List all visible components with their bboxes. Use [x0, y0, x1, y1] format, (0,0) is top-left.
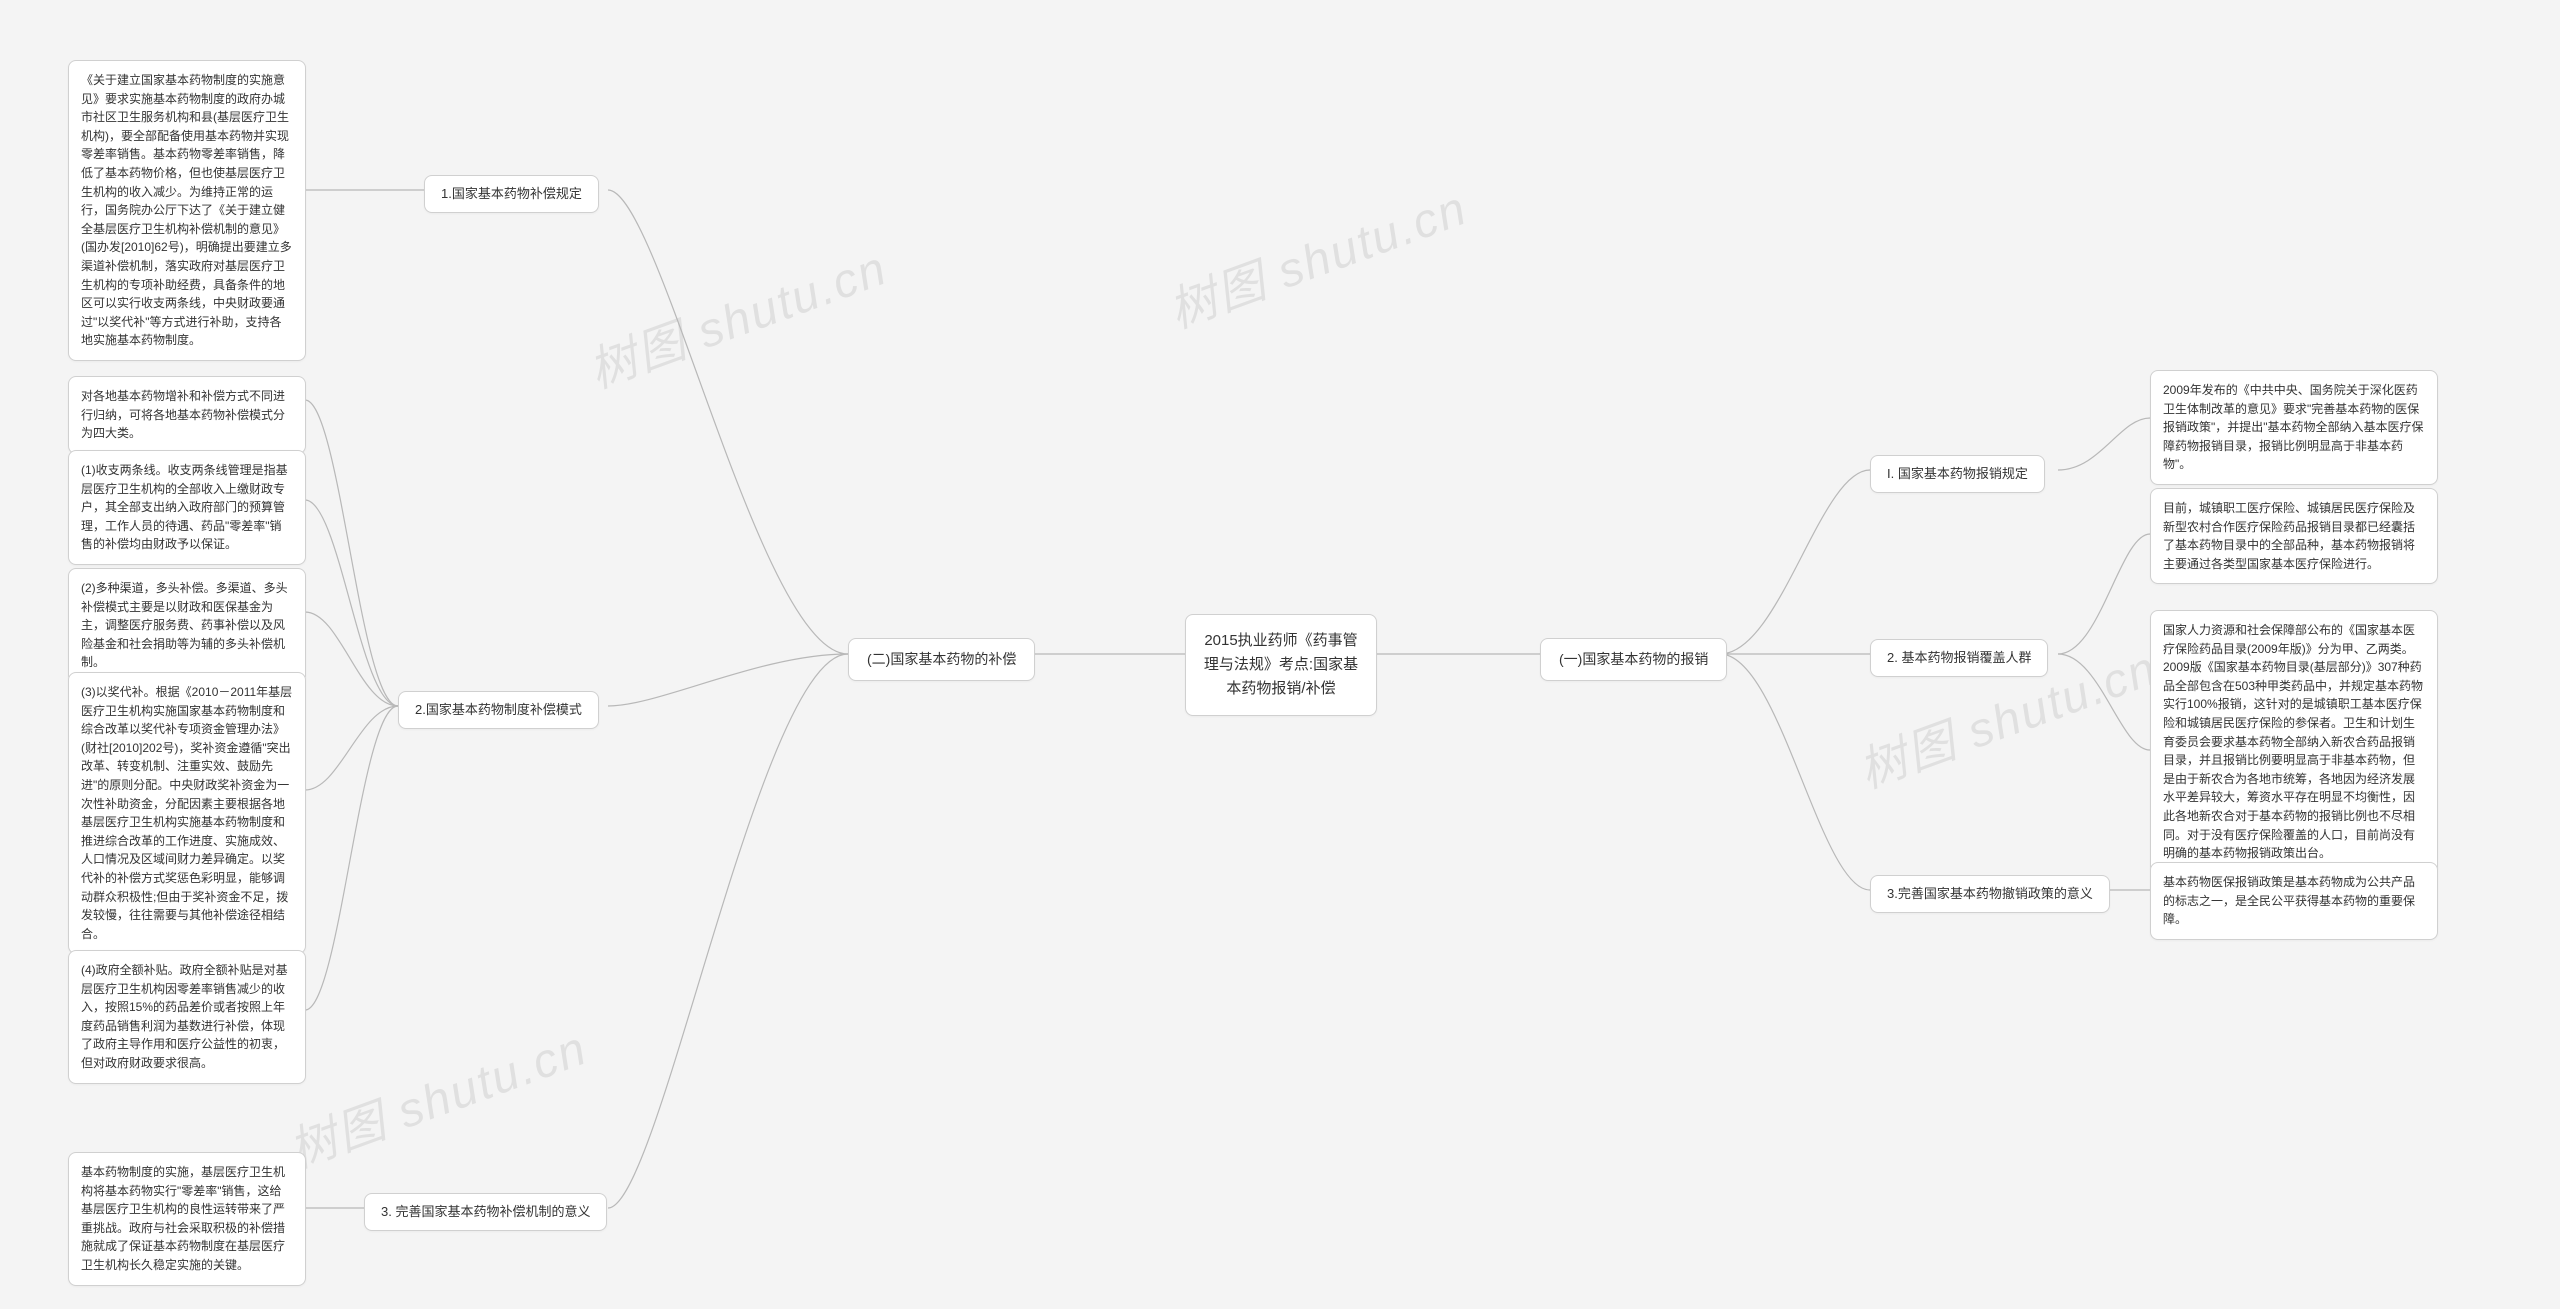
left-sub-2[interactable]: 2.国家基本药物制度补偿模式 [398, 691, 599, 729]
left-sub-3-leaf: 基本药物制度的实施，基层医疗卫生机构将基本药物实行"零差率"销售，这给基层医疗卫… [68, 1152, 306, 1286]
branch-right[interactable]: (一)国家基本药物的报销 [1540, 638, 1727, 681]
left-sub-3[interactable]: 3. 完善国家基本药物补偿机制的意义 [364, 1193, 607, 1231]
right-sub-3-leaf: 基本药物医保报销政策是基本药物成为公共产品的标志之一，是全民公平获得基本药物的重… [2150, 862, 2438, 940]
center-topic[interactable]: 2015执业药师《药事管理与法规》考点:国家基本药物报销/补偿 [1185, 614, 1377, 716]
left-sub-2-leaf-4: (4)政府全额补贴。政府全额补贴是对基层医疗卫生机构因零差率销售减少的收入，按照… [68, 950, 306, 1084]
left-sub-1[interactable]: 1.国家基本药物补偿规定 [424, 175, 599, 213]
right-sub-1[interactable]: I. 国家基本药物报销规定 [1870, 455, 2045, 493]
right-sub-1-leaf: 2009年发布的《中共中央、国务院关于深化医药卫生体制改革的意见》要求"完善基本… [2150, 370, 2438, 485]
left-sub-2-intro: 对各地基本药物增补和补偿方式不同进行归纳，可将各地基本药物补偿模式分为四大类。 [68, 376, 306, 454]
left-sub-2-leaf-2: (2)多种渠道，多头补偿。多渠道、多头补偿模式主要是以财政和医保基金为主，调整医… [68, 568, 306, 683]
left-sub-1-leaf: 《关于建立国家基本药物制度的实施意见》要求实施基本药物制度的政府办城市社区卫生服… [68, 60, 306, 361]
branch-left[interactable]: (二)国家基本药物的补偿 [848, 638, 1035, 681]
watermark: 树图 shutu.cn [1157, 169, 1475, 342]
right-sub-2-leaf-1: 目前，城镇职工医疗保险、城镇居民医疗保险及新型农村合作医疗保险药品报销目录都已经… [2150, 488, 2438, 584]
right-sub-3[interactable]: 3.完善国家基本药物撤销政策的意义 [1870, 875, 2110, 913]
right-sub-2-leaf-2: 国家人力资源和社会保障部公布的《国家基本医疗保险药品目录(2009年版)》分为甲… [2150, 610, 2438, 874]
left-sub-2-leaf-1: (1)收支两条线。收支两条线管理是指基层医疗卫生机构的全部收入上缴财政专户，其全… [68, 450, 306, 565]
right-sub-2[interactable]: 2. 基本药物报销覆盖人群 [1870, 639, 2048, 677]
watermark: 树图 shutu.cn [577, 229, 895, 402]
watermark: 树图 shutu.cn [277, 1009, 595, 1182]
left-sub-2-leaf-3: (3)以奖代补。根据《2010－2011年基层医疗卫生机构实施国家基本药物制度和… [68, 672, 306, 954]
